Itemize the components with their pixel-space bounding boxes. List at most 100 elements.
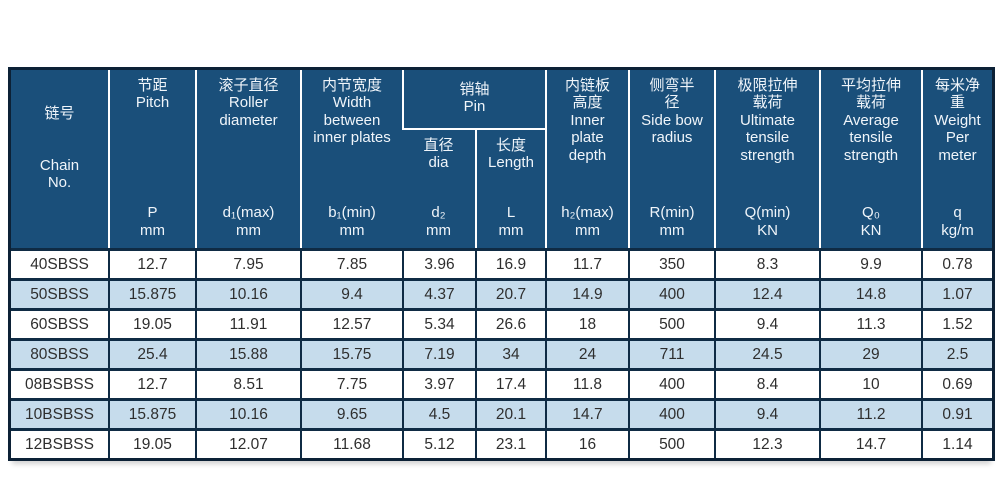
value-cell: 400 [628,371,714,398]
value-cell: 24.5 [714,341,819,368]
value-cell: 23.1 [475,431,545,458]
value-cell: 350 [628,251,714,278]
value-cell: 26.6 [475,311,545,338]
value-cell: 8.3 [714,251,819,278]
value-cell: 5.12 [402,431,475,458]
header-chain-no: 链号 Chain No. [11,70,108,248]
value-cell: 20.7 [475,281,545,308]
header-side-bow-title: 侧弯半 径 Side bow radius [641,77,703,147]
table-row: 50SBSS 15.875 10.16 9.4 4.37 20.7 14.9 400 12.4 1… [11,278,992,308]
value-cell: 29 [819,341,921,368]
header-inner-plate-symbol: h₂(max) mm [561,204,614,239]
value-cell: 12.4 [714,281,819,308]
chain-no-cell: 08BSBSS [25,375,94,393]
table-row: 10BSBSS 15.875 10.16 9.65 4.5 20.1 14.7 400 9.4 1… [11,398,992,428]
value-cell: 14.9 [545,281,628,308]
value-cell: 11.68 [300,431,402,458]
header-side-bow-radius: 侧弯半 径 Side bow radius R(min) mm [628,70,714,248]
value-cell: 10.16 [195,281,300,308]
value-cell: 12.57 [300,311,402,338]
value-cell: 25.4 [108,341,195,368]
chain-no-cell: 60SBSS [30,315,89,333]
header-pin-dia-symbol: d₂ mm [426,204,451,239]
header-side-bow-symbol: R(min) mm [649,204,695,239]
value-cell: 24 [545,341,628,368]
header-pitch-title: 节距 Pitch [135,77,170,112]
table-row: 12BSBSS 19.05 12.07 11.68 5.12 23.1 16 500 12.3 1… [11,428,992,458]
header-weight-symbol: q kg/m [941,204,974,239]
value-cell: 16 [545,431,628,458]
header-ultimate-symbol: Q(min) KN [744,204,791,239]
header-inner-plate-title: 内链板 高度 Inner plate depth [564,77,610,164]
header-ultimate-title: 极限拉伸 载荷 Ultimate tensile strength [737,77,798,164]
value-cell: 711 [628,341,714,368]
header-roller-title: 滚子直径 Roller diameter [218,77,279,129]
value-cell: 20.1 [475,401,545,428]
table-row: 80SBSS 25.4 15.88 15.75 7.19 34 24 711 24.5 29 2.5 [11,338,992,368]
value-cell: 5.34 [402,311,475,338]
header-pin-dia: 直径 dia d₂ mm [402,128,475,248]
header-pin-title: 销轴 Pin [459,80,490,115]
value-cell: 3.97 [402,371,475,398]
value-cell: 12.7 [108,371,195,398]
table-header: 链号 Chain No. 节距 Pitch P mm 滚子直径 Roller d… [11,70,992,248]
value-cell: 1.07 [921,281,992,308]
header-chain-no-title: 链号 [44,105,75,123]
value-cell: 10.16 [195,401,300,428]
table-row: 40SBSS 12.7 7.95 7.85 3.96 16.9 11.7 350 8.3 9.9 0… [11,248,992,278]
value-cell: 16.9 [475,251,545,278]
value-cell: 1.52 [921,311,992,338]
value-cell: 18 [545,311,628,338]
value-cell: 4.37 [402,281,475,308]
value-cell: 11.8 [545,371,628,398]
value-cell: 12.7 [108,251,195,278]
header-pin-group: 销轴 Pin [402,70,545,128]
value-cell: 12.07 [195,431,300,458]
chain-no-cell: 40SBSS [30,255,89,273]
value-cell: 19.05 [108,311,195,338]
value-cell: 11.2 [819,401,921,428]
value-cell: 7.85 [300,251,402,278]
value-cell: 9.65 [300,401,402,428]
header-weight-title: 每米净 重 Weight Per meter [934,77,981,164]
value-cell: 7.75 [300,371,402,398]
header-weight-per-meter: 每米净 重 Weight Per meter q kg/m [921,70,992,248]
value-cell: 15.75 [300,341,402,368]
value-cell: 0.91 [921,401,992,428]
value-cell: 15.875 [108,281,195,308]
value-cell: 17.4 [475,371,545,398]
header-pin-dia-title: 直径 dia [423,137,454,172]
value-cell: 15.875 [108,401,195,428]
value-cell: 11.91 [195,311,300,338]
value-cell: 0.78 [921,251,992,278]
value-cell: 9.4 [714,401,819,428]
header-inner-width-title: 内节宽度 Width between inner plates [313,77,391,147]
header-pin-length: 长度 Length L mm [475,128,545,248]
value-cell: 14.7 [545,401,628,428]
value-cell: 9.4 [300,281,402,308]
header-inner-width-symbol: b₁(min) mm [328,204,376,239]
header-pitch-symbol: P mm [140,204,165,239]
header-roller-diameter: 滚子直径 Roller diameter d₁(max) mm [195,70,300,248]
value-cell: 11.3 [819,311,921,338]
value-cell: 10 [819,371,921,398]
chain-spec-table: 链号 Chain No. 节距 Pitch P mm 滚子直径 Roller d… [8,67,995,461]
value-cell: 34 [475,341,545,368]
value-cell: 400 [628,281,714,308]
header-pin-length-symbol: L mm [498,204,524,239]
value-cell: 8.4 [714,371,819,398]
header-pitch: 节距 Pitch P mm [108,70,195,248]
value-cell: 0.69 [921,371,992,398]
header-chain-no-symbol: Chain No. [39,156,80,192]
header-ultimate-strength: 极限拉伸 载荷 Ultimate tensile strength Q(min)… [714,70,819,248]
value-cell: 9.4 [714,311,819,338]
value-cell: 7.19 [402,341,475,368]
value-cell: 500 [628,311,714,338]
value-cell: 4.5 [402,401,475,428]
value-cell: 1.14 [921,431,992,458]
value-cell: 9.9 [819,251,921,278]
value-cell: 12.3 [714,431,819,458]
chain-no-cell: 80SBSS [30,345,89,363]
value-cell: 400 [628,401,714,428]
table-row: 60SBSS 19.05 11.91 12.57 5.34 26.6 18 500 9.4 11.… [11,308,992,338]
